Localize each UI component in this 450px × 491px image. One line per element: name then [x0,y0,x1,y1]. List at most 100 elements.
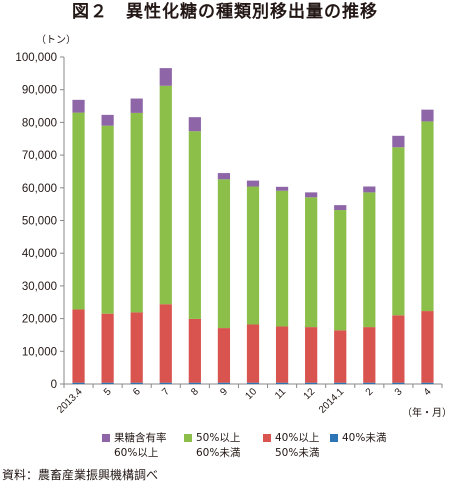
legend-label-40-50-line2: 50%未満 [275,447,320,459]
bar-segment-2-s0 [363,382,376,384]
y-tick-label: 20,000 [22,314,57,326]
bar-segment-11-s1 [275,326,289,383]
bar-segment-5-s1 [101,313,114,383]
x-tick-label: 7 [160,386,172,398]
bar-segment-8-s0 [188,382,201,384]
bar-segment-8-s3 [188,117,201,132]
legend-label-under-40: 40%未満 [342,432,387,444]
bar-segment-12-s1 [305,327,318,383]
x-tick-label: 2013.4 [55,386,85,416]
x-tick-labels: 2013.4 5 6 7 8 9 10 11 12 2014.1 2 3 4 [55,386,434,416]
bar-segment-2014.1-s2 [334,210,347,331]
bar-segment-12-s0 [305,382,318,384]
legend-swatch-40-50 [263,434,271,442]
x-tick-label: 5 [102,386,114,398]
bar-segment-9-s1 [217,328,231,383]
bar-segment-6-s2 [130,112,143,313]
bar-segment-11-s0 [275,382,289,384]
x-tick-label: 3 [393,386,405,398]
legend-label-fructose-60plus-line1: 果糖含有率 [114,431,167,444]
bar-segment-7-s1 [159,304,172,383]
bar-segment-8-s2 [188,131,201,319]
bar-segment-5-s3 [101,114,114,126]
legend-item-fructose-60plus: 果糖含有率 60%以上 [102,431,167,459]
legend-label-fructose-60plus-line2: 60%以上 [114,447,158,459]
bar-segment-3-s1 [392,315,405,383]
bar-segment-4-s2 [421,121,434,312]
x-tick-label: 8 [189,386,201,398]
y-axis-unit-label: （トン） [36,34,76,46]
legend: 果糖含有率 60%以上 50%以上 60%未満 40%以上 50%未満 40%未… [102,431,387,459]
bar-segment-6-s0 [130,382,143,384]
x-tick-label: 10 [243,386,259,402]
bar-segment-9-s0 [217,382,231,384]
bar-segment-3-s2 [392,147,405,316]
bar-segment-9-s2 [217,179,231,329]
bar-segment-2013.4-s2 [72,112,85,310]
bar-segment-7-s3 [159,68,172,86]
bar-segment-6-s3 [130,98,143,113]
bar-segment-9-s3 [217,173,231,180]
x-axis-unit-label: （年・月） [402,406,450,419]
bar-segment-2013.4-s0 [72,382,85,384]
legend-item-under-40: 40%未満 [330,432,387,444]
bar-segment-10-s3 [246,180,260,187]
legend-item-40-50: 40%以上 50%未満 [263,432,320,459]
bar-segment-11-s3 [275,186,289,191]
y-tick-label: 70,000 [22,150,57,162]
legend-swatch-fructose-60plus [102,434,110,442]
x-tick-label: 11 [273,386,288,401]
bar-segment-10-s0 [246,382,260,384]
bar-segment-2-s3 [363,186,376,193]
bar-segment-3-s3 [392,135,405,148]
bar-segment-6-s1 [130,312,143,383]
bar-segment-5-s2 [101,125,114,314]
bar-segment-2013.4-s3 [72,99,85,113]
legend-swatch-50-60 [184,434,192,442]
bar-segment-3-s0 [392,382,405,384]
y-tick-label: 0 [51,379,57,391]
x-tick-label: 9 [218,386,230,398]
bar-segment-11-s2 [275,190,289,327]
bar-segment-2013.4-s1 [72,309,85,383]
bar-segment-2014.1-s0 [334,382,347,384]
bar-segment-12-s2 [305,197,318,328]
bar-segment-7-s2 [159,85,172,305]
source-note: 資料：農畜産業振興機構調べ [2,468,159,482]
x-tick-label: 2014.1 [317,386,347,416]
bar-segment-12-s3 [305,192,318,198]
bar-segment-8-s1 [188,318,201,383]
y-tick-label: 60,000 [22,183,57,195]
y-tick-label: 80,000 [22,117,57,129]
legend-item-50-60: 50%以上 60%未満 [184,432,241,459]
y-tick-label: 40,000 [22,248,57,260]
bar-segment-4-s3 [421,109,434,122]
bar-segment-2-s2 [363,192,376,328]
x-tick-label: 4 [422,386,434,398]
legend-label-40-50-line1: 40%以上 [275,432,319,444]
bar-segment-7-s0 [159,382,172,384]
x-tick-label: 12 [302,386,318,402]
bar-segment-5-s0 [101,382,114,384]
x-tick-label: 2 [364,386,376,398]
bar-segment-4-s0 [421,382,434,384]
chart-title: 図２ 異性化糖の種類別移出量の推移 [72,2,378,22]
y-tick-label: 30,000 [22,281,57,293]
y-tick-label: 50,000 [22,216,57,228]
bar-segment-10-s2 [246,186,260,325]
bar-segment-2014.1-s3 [334,205,347,211]
bar-segment-2-s1 [363,327,376,383]
legend-label-50-60-line2: 60%未満 [196,447,241,459]
x-tick-label: 6 [131,386,143,398]
y-tick-label: 10,000 [22,346,57,358]
legend-swatch-under-40 [330,434,338,442]
bar-segment-2014.1-s1 [334,330,347,383]
axes: 0 10,000 20,000 30,000 40,000 50,000 60,000 70,… [15,52,443,391]
bar-segment-4-s1 [421,311,434,383]
bars [72,68,434,384]
bar-segment-10-s1 [246,324,260,383]
y-tick-label: 100,000 [15,52,57,64]
y-tick-label: 90,000 [22,85,57,97]
legend-label-50-60-line1: 50%以上 [196,432,240,444]
